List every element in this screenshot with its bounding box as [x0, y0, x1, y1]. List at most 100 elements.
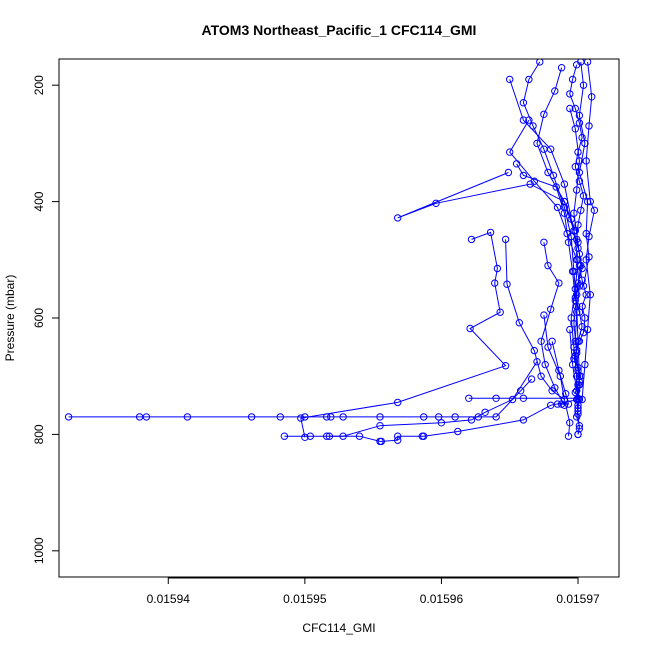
data-point — [548, 337, 556, 345]
series-line — [505, 239, 565, 400]
data-point — [564, 432, 573, 440]
data-point — [519, 99, 528, 107]
data-point — [540, 110, 548, 119]
data-point — [474, 413, 482, 421]
data-point — [560, 203, 569, 212]
data-point — [571, 388, 579, 397]
x-tick-label: 0.01595 — [283, 592, 327, 606]
data-point — [247, 413, 256, 421]
y-axis: 200 400 600 800 1000 — [32, 75, 60, 564]
data-point — [325, 432, 334, 440]
data-point — [570, 209, 578, 217]
data-point — [515, 319, 523, 327]
series-line — [573, 265, 587, 435]
data-point — [501, 235, 510, 244]
data-point — [553, 203, 562, 212]
data-point — [301, 433, 309, 441]
chart-title: ATOM3 Northeast_Pacific_1 CFC114_GMI — [202, 22, 477, 38]
data-point — [574, 363, 582, 372]
data-point — [581, 314, 589, 322]
data-point — [537, 372, 545, 380]
data-point — [512, 160, 521, 168]
data-point — [540, 238, 548, 247]
series-group — [297, 228, 510, 441]
x-tick-label: 0.01596 — [420, 592, 464, 606]
data-point — [566, 419, 574, 427]
series-group — [570, 261, 590, 439]
y-tick-label: 200 — [32, 75, 46, 95]
data-point — [526, 180, 534, 188]
data-point — [555, 279, 563, 287]
data-point — [432, 199, 440, 208]
data-point — [323, 413, 331, 421]
series-group — [548, 337, 573, 408]
data-point — [467, 235, 476, 244]
data-point — [586, 291, 594, 299]
data-point — [575, 395, 584, 404]
data-point — [575, 168, 584, 177]
data-point — [575, 282, 584, 290]
data-point — [435, 413, 443, 421]
data-point — [573, 186, 581, 194]
data-point — [575, 177, 584, 185]
data-point — [573, 413, 581, 421]
data-point — [579, 192, 588, 200]
data-point — [566, 104, 574, 113]
data-point — [481, 408, 489, 416]
data-point — [573, 256, 581, 264]
data-point — [575, 157, 584, 165]
data-point — [467, 416, 476, 424]
series-line — [516, 163, 576, 301]
data-point — [376, 437, 384, 446]
data-point — [493, 264, 502, 273]
data-point — [394, 436, 402, 444]
y-tick-label: 1000 — [32, 537, 46, 564]
data-point — [551, 384, 559, 392]
data-point — [183, 413, 192, 421]
series-line — [581, 61, 595, 400]
data-point — [552, 183, 560, 191]
data-point — [578, 133, 586, 142]
data-point — [544, 261, 552, 270]
data-point — [578, 302, 586, 311]
data-point — [519, 171, 528, 180]
data-point — [508, 395, 517, 404]
data-point — [519, 116, 528, 124]
data-point — [553, 400, 562, 408]
series-group — [575, 59, 593, 290]
data-point — [570, 320, 578, 328]
data-point — [551, 87, 559, 95]
data-point — [566, 90, 574, 98]
data-point — [575, 422, 584, 430]
plot-layer — [64, 59, 599, 446]
y-tick-label: 600 — [32, 308, 46, 328]
series-line — [397, 172, 576, 231]
data-point — [420, 413, 428, 421]
data-point — [454, 427, 462, 436]
data-point — [577, 372, 585, 380]
data-point — [394, 214, 402, 222]
data-point — [519, 394, 528, 402]
data-point — [575, 337, 584, 345]
data-point — [525, 75, 533, 84]
data-point — [135, 413, 144, 421]
data-point — [376, 413, 384, 421]
x-tick-label: 0.01597 — [556, 592, 600, 606]
x-tick-label: 0.01594 — [147, 592, 191, 606]
data-point — [541, 360, 549, 369]
data-point — [506, 75, 514, 84]
data-point — [503, 280, 511, 288]
data-point — [574, 404, 582, 412]
y-axis-label: Pressure (mbar) — [3, 275, 17, 362]
data-point — [394, 398, 402, 407]
data-point — [547, 305, 555, 313]
x-axis: 0.01594 0.01595 0.01596 0.01597 — [147, 577, 600, 606]
data-point — [582, 291, 590, 299]
data-point — [573, 346, 581, 354]
data-point — [560, 209, 569, 217]
data-point — [571, 337, 579, 345]
data-point — [451, 413, 459, 421]
